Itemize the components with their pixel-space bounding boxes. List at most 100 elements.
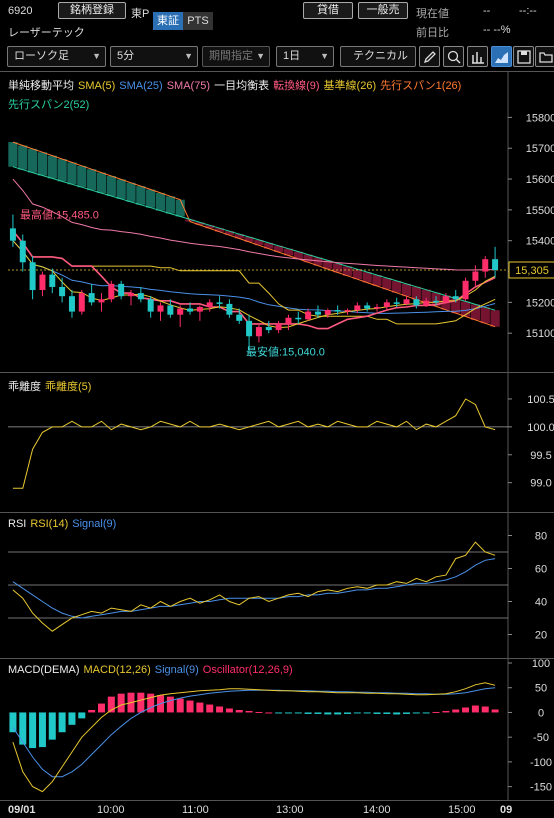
macd-signal-line <box>12 687 496 778</box>
tenkan-line <box>12 230 496 330</box>
ichimoku-cloud-segment <box>392 280 402 293</box>
candle-body <box>9 228 16 241</box>
candle-body <box>403 299 410 304</box>
legend-macd-signal: Signal(9) <box>154 664 199 676</box>
candle-body <box>354 305 361 311</box>
y-tick-label: 100.5 <box>527 394 554 406</box>
oscillator-bar <box>462 707 470 713</box>
candle-body <box>59 286 66 297</box>
span-label: 1日 <box>283 50 301 62</box>
y-tick-label: 40 <box>535 597 547 609</box>
interval-label: 5分 <box>117 50 135 62</box>
technical-button[interactable]: テクニカル <box>340 46 416 67</box>
candle-body <box>255 327 262 337</box>
span-a-line <box>12 141 496 328</box>
x-tick: 14:00 <box>363 804 391 816</box>
oscillator-bar <box>176 698 184 713</box>
ichimoku-cloud-segment <box>401 283 412 297</box>
oscillator-bar <box>284 712 292 714</box>
sma75-line <box>12 178 496 271</box>
y-tick-label: 60 <box>535 564 547 576</box>
oscillator-bar <box>196 702 204 713</box>
exchange-pts-toggle[interactable]: PTS <box>183 12 213 30</box>
oscillator-bar <box>353 712 361 714</box>
candle-body <box>128 293 134 297</box>
candle-body <box>98 299 105 303</box>
ichimoku-cloud-segment <box>155 192 166 211</box>
oscillator-bar <box>58 712 66 733</box>
span-dropdown[interactable]: 1日 ▼ <box>276 46 334 67</box>
zoom-button[interactable] <box>443 46 464 67</box>
legend-sma75: SMA(75) <box>166 80 211 92</box>
draw-tool-button[interactable] <box>419 46 440 67</box>
candle-body <box>275 323 282 331</box>
oscillator-bar <box>38 712 46 748</box>
ichimoku-cloud-segment <box>47 155 57 179</box>
candle-body <box>236 314 243 321</box>
candle-body <box>157 305 164 312</box>
y-tick-label: 15400 <box>526 236 554 248</box>
candle-body <box>383 302 390 307</box>
ichimoku-cloud-segment <box>421 289 431 303</box>
bar-chart-icon <box>472 52 484 64</box>
ichimoku-cloud-segment <box>165 196 175 214</box>
oscillator-bar <box>422 712 430 714</box>
x-tick: 11:00 <box>182 804 209 816</box>
oscillator-bar <box>225 708 233 713</box>
ichimoku-cloud-segment <box>136 186 146 205</box>
current-price-value: -- <box>483 5 491 17</box>
ichimoku-cloud-segment <box>146 189 156 208</box>
legend-rsi: RSI(14) <box>30 518 69 530</box>
area-chart-button[interactable] <box>491 46 512 67</box>
x-tick: 10:00 <box>97 804 125 816</box>
candle-body <box>196 306 203 312</box>
oscillator-bar <box>383 712 391 714</box>
candle-body <box>364 305 371 309</box>
candle-body <box>206 302 213 307</box>
ichimoku-cloud-segment <box>333 263 343 273</box>
candle-body <box>305 311 312 320</box>
oscillator-bar <box>275 712 283 714</box>
current-price-tag <box>508 261 554 279</box>
stock-code: 6920 <box>8 5 33 17</box>
rsi-line <box>12 541 496 632</box>
legend-tenkan: 転換線(9) <box>273 80 320 92</box>
macd-panel: 100 50 0 -50 -100 -150 MACD(DEMA) MACD(12,26) S… <box>0 658 554 801</box>
chevron-down-icon: ▼ <box>184 51 193 61</box>
oscillator-bar <box>206 704 214 713</box>
exchange-tokyo-toggle[interactable]: 東証 <box>153 12 183 30</box>
folder-icon <box>539 52 553 63</box>
current-price-label: 15,305 <box>515 265 549 277</box>
ichimoku-cloud-segment <box>362 272 372 283</box>
interval-dropdown[interactable]: 5分 ▼ <box>110 46 198 67</box>
general-sell-badge: 一般売 <box>358 2 408 19</box>
period-dropdown[interactable]: 期間指定 ▼ <box>202 46 270 67</box>
y-tick-label: 15600 <box>526 174 554 186</box>
zoom-icon <box>447 50 461 64</box>
macd-legend: MACD(DEMA) MACD(12,26) Signal(9) Oscillator… <box>8 664 297 676</box>
ichimoku-cloud-segment <box>303 254 313 263</box>
deviation-chart[interactable]: 100.5 100.0 99.5 99.0 <box>0 373 554 512</box>
price-chart[interactable]: 1580015700156001550015400153001520015100… <box>0 72 554 372</box>
candle-body <box>324 310 331 315</box>
rsi-chart[interactable]: 80 60 40 20 <box>0 513 554 658</box>
oscillator-bar <box>452 709 460 713</box>
change-value: -- --% <box>483 24 511 36</box>
macd-chart[interactable]: 100 50 0 -50 -100 -150 <box>0 659 554 801</box>
oscillator-bar <box>166 696 174 713</box>
legend-sma25: SMA(25) <box>119 80 163 92</box>
folder-button[interactable] <box>535 46 554 67</box>
bar-chart-button[interactable] <box>467 46 488 67</box>
save-button[interactable] <box>513 46 534 67</box>
chart-type-dropdown[interactable]: ローソク足 ▼ <box>7 46 106 67</box>
watch-button[interactable]: 銘柄登録 <box>58 2 126 19</box>
ichimoku-cloud-segment <box>28 148 38 173</box>
candle-body <box>452 296 459 300</box>
ichimoku-cloud-segment <box>342 266 353 276</box>
oscillator-bar <box>334 712 342 715</box>
oscillator-bar <box>78 712 86 719</box>
oscillator-bar <box>471 705 479 713</box>
ichimoku-cloud-segment <box>224 231 234 236</box>
market-label: 東P <box>131 8 150 20</box>
legend-sma5: SMA(5) <box>78 80 116 92</box>
